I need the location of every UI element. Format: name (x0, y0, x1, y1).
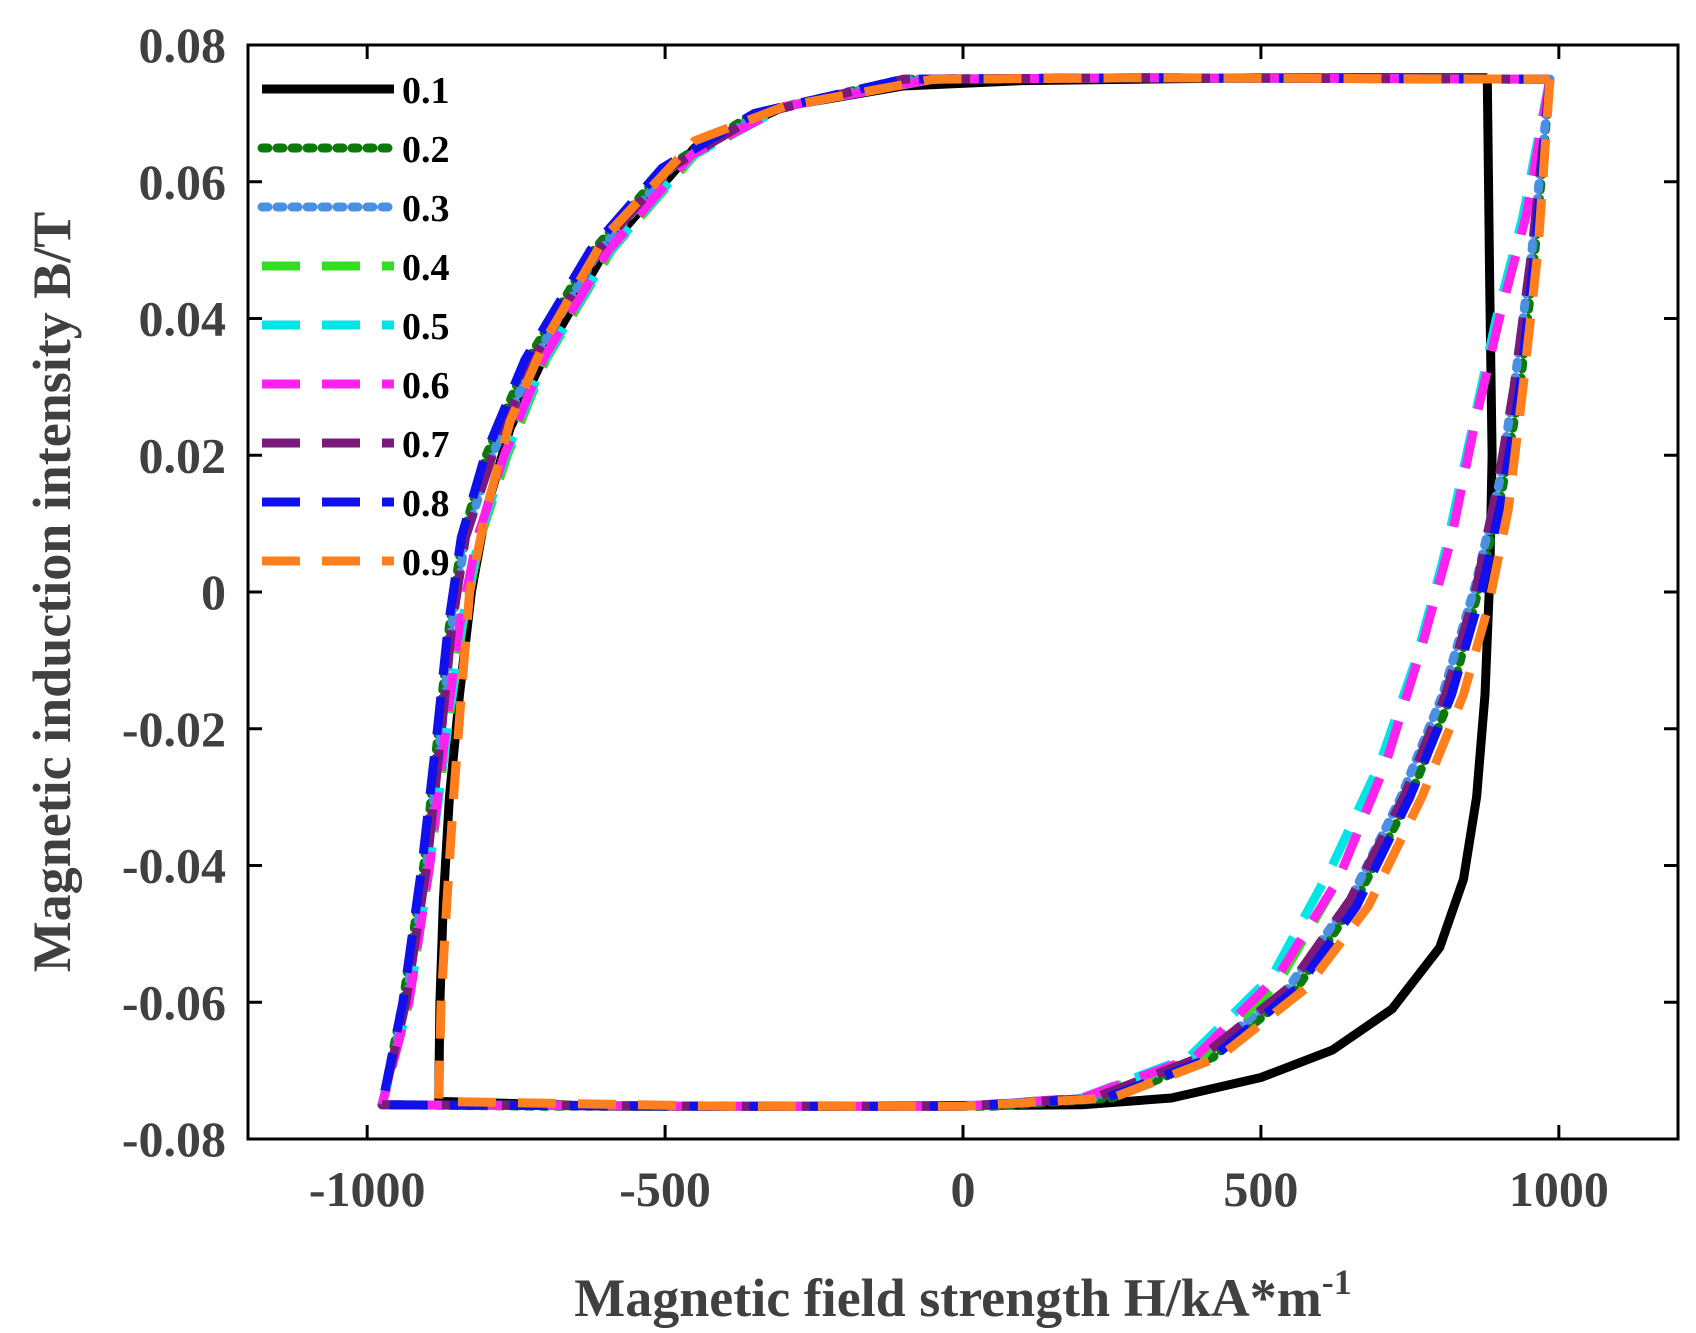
legend-label: 0.1 (402, 70, 450, 112)
tick-label-layer: -1000 -500 0 500 1000 -0.08 -0.06 -0.04 -0.02 0 0.… (122, 17, 1609, 1217)
legend-label: 0.7 (402, 424, 450, 466)
series-layer (377, 73, 1555, 1111)
y-tick-label: 0.02 (139, 427, 227, 483)
legend-item: 0.5 (262, 306, 450, 348)
x-axis-label-superscript: -1 (1322, 1262, 1352, 1302)
series-line-0.7 (377, 73, 1555, 1111)
x-tick-label: 0 (951, 1161, 976, 1217)
x-tick-label: -500 (619, 1161, 711, 1217)
y-tick-label: 0.06 (139, 154, 227, 210)
legend-label: 0.4 (402, 247, 450, 289)
legend-item: 0.7 (262, 424, 450, 466)
y-tick-label: -0.02 (122, 701, 226, 757)
y-tick-label: -0.04 (122, 838, 226, 894)
series-line-0.9 (434, 73, 1555, 1111)
legend-label: 0.6 (402, 365, 450, 407)
y-tick-label: 0.04 (139, 291, 227, 347)
legend-label: 0.3 (402, 188, 450, 230)
y-tick-label: -0.08 (122, 1111, 226, 1167)
plot-area (248, 45, 1678, 1139)
y-tick-label: 0 (201, 564, 226, 620)
x-axis-label-main: Magnetic field strength H/kA*m (574, 1268, 1321, 1328)
x-tick-label: 1000 (1509, 1161, 1609, 1217)
y-tick-label: -0.06 (122, 974, 226, 1030)
legend-item: 0.6 (262, 365, 450, 407)
x-tick-label: -1000 (309, 1161, 426, 1217)
x-tick-label: 500 (1223, 1161, 1298, 1217)
legend-item: 0.8 (262, 483, 450, 525)
x-axis-label: Magnetic field strength H/kA*m-1 (574, 1262, 1351, 1328)
legend-item: 0.4 (262, 247, 450, 289)
legend-label: 0.9 (402, 542, 450, 584)
y-axis-label: Magnetic induction intensity B/T (22, 212, 82, 973)
legend-item: 0.9 (262, 542, 450, 584)
y-tick-label: 0.08 (139, 17, 227, 73)
series-line-0.8 (377, 73, 1555, 1111)
legend-label: 0.8 (402, 483, 450, 525)
ticks-layer (248, 43, 1678, 1141)
legend-item: 0.1 (262, 70, 450, 112)
legend-item: 0.2 (257, 129, 450, 171)
legend-label: 0.5 (402, 306, 450, 348)
legend-label: 0.2 (402, 129, 450, 171)
legend-item: 0.3 (257, 188, 450, 230)
legend: 0.1 0.2 0.3 0.4 0.5 0.6 0.7 0.8 0.9 (257, 70, 450, 584)
